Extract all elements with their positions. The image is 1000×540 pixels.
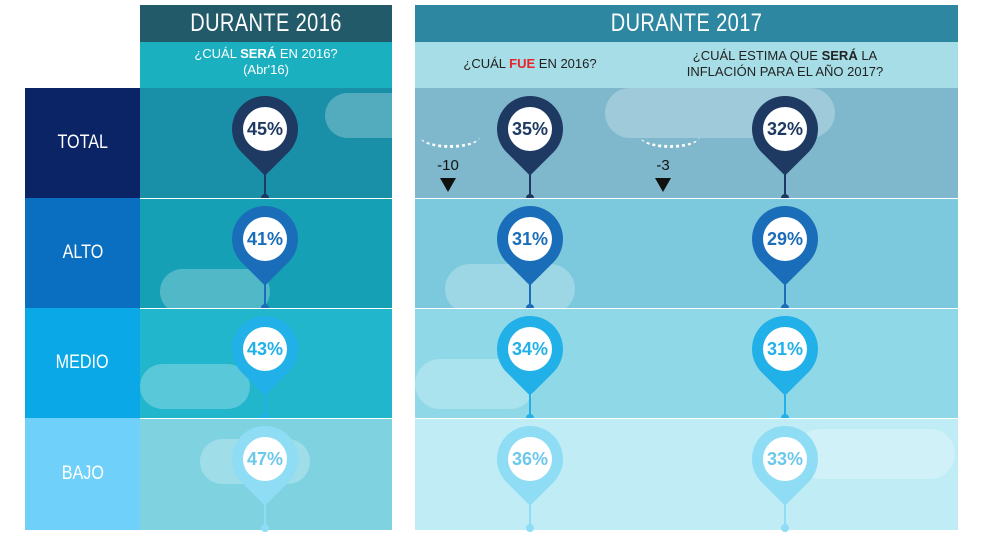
down-triangle-icon: [655, 178, 671, 192]
cloud-icon: [795, 429, 955, 479]
header-2017-title: DURANTE 2017: [610, 9, 763, 37]
pin-value: 31%: [763, 327, 807, 371]
pin-value: 43%: [243, 327, 287, 371]
pin-stem: [264, 276, 266, 306]
pin-stem: [784, 276, 786, 306]
pin-value: 31%: [508, 217, 552, 261]
subheader-2016: ¿CUÁL SERÁ EN 2016? (Abr'16): [140, 42, 392, 88]
pin-dot: [526, 524, 534, 532]
pin-value: 29%: [763, 217, 807, 261]
pin-fue2016-alto: 31%: [483, 192, 577, 312]
pin-sera2017-bajo: 33%: [738, 412, 832, 532]
question-sera-2017: ¿CUÁL ESTIMA QUE SERÁ LA INFLACIÓN PARA E…: [686, 48, 884, 79]
pin-stem: [529, 166, 531, 196]
cloud-icon: [445, 264, 575, 308]
pin-sera2017-total: 32%: [738, 82, 832, 202]
row-label-medio: MEDIO: [25, 308, 152, 418]
dotted-arrow-icon: [420, 125, 480, 148]
row-label-bajo: BAJO: [25, 418, 152, 530]
pin-sera2017-medio: 31%: [738, 302, 832, 422]
header-2016: DURANTE 2016: [140, 5, 392, 42]
pin-fue2016-bajo: 36%: [483, 412, 577, 532]
pin-v2016-medio: 43%: [218, 302, 312, 422]
question-2016-note: (Abr'16): [243, 62, 289, 77]
down-triangle-icon: [440, 178, 456, 192]
dotted-arrow-icon: [640, 125, 700, 148]
pin-value: 33%: [763, 437, 807, 481]
pin-value: 34%: [508, 327, 552, 371]
pin-stem: [784, 166, 786, 196]
pin-v2016-total: 45%: [218, 82, 312, 202]
pin-value: 32%: [763, 107, 807, 151]
pin-dot: [781, 524, 789, 532]
pin-stem: [784, 386, 786, 416]
header-2016-title: DURANTE 2016: [190, 9, 342, 37]
row-label-text: ALTO: [62, 242, 103, 263]
pin-stem: [529, 276, 531, 306]
pin-value: 35%: [508, 107, 552, 151]
pin-stem: [784, 496, 786, 526]
pin-stem: [264, 496, 266, 526]
pin-stem: [264, 386, 266, 416]
row-label-text: BAJO: [61, 463, 104, 484]
pin-value: 47%: [243, 437, 287, 481]
row-label-text: TOTAL: [57, 132, 108, 153]
header-2017: DURANTE 2017: [415, 5, 958, 42]
row-label-text: MEDIO: [56, 352, 109, 373]
pin-stem: [264, 166, 266, 196]
difference-fue: -10: [437, 157, 459, 174]
pin-fue2016-total: 35%: [483, 82, 577, 202]
pin-value: 36%: [508, 437, 552, 481]
row-label-total: TOTAL: [25, 88, 152, 198]
difference-sera: -3: [656, 157, 670, 174]
pin-sera2017-alto: 29%: [738, 192, 832, 312]
pin-value: 41%: [243, 217, 287, 261]
question-2016: ¿CUÁL SERÁ EN 2016?: [194, 46, 338, 61]
pin-fue2016-medio: 34%: [483, 302, 577, 422]
pin-value: 45%: [243, 107, 287, 151]
subheader-2017: ¿CUÁL FUE EN 2016? ¿CUÁL ESTIMA QUE SERÁ…: [415, 42, 958, 88]
pin-v2016-bajo: 47%: [218, 412, 312, 532]
cloud-icon: [140, 364, 250, 409]
cloud-icon: [325, 93, 392, 138]
question-fue-2016: ¿CUÁL FUE EN 2016?: [463, 56, 597, 71]
pin-v2016-alto: 41%: [218, 192, 312, 312]
row-label-alto: ALTO: [25, 198, 152, 308]
pin-stem: [529, 496, 531, 526]
pin-stem: [529, 386, 531, 416]
pin-dot: [261, 524, 269, 532]
cloud-icon: [160, 269, 270, 308]
